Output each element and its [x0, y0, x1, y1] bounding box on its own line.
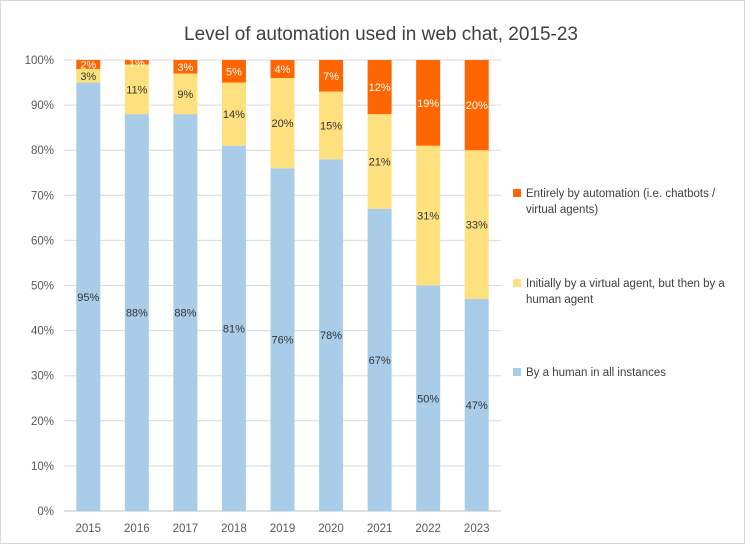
bar-segment	[464, 299, 489, 511]
y-tick-label: 90%	[31, 100, 54, 112]
bar-segment	[221, 60, 246, 83]
y-tick-label: 80%	[31, 145, 54, 157]
bar-segment	[124, 114, 149, 512]
bar-segment	[173, 114, 198, 512]
data-label: 15%	[320, 120, 342, 132]
legend-label: virtual agents)	[526, 204, 598, 216]
data-label: 11%	[126, 84, 147, 96]
data-label: 50%	[417, 393, 439, 405]
legend-label: By a human in all instances	[526, 367, 666, 379]
data-label: 3%	[177, 62, 193, 74]
legend-label: Initially by a virtual agent, but then b…	[526, 278, 725, 290]
data-label: 88%	[174, 308, 196, 320]
bar-segment	[270, 60, 295, 79]
x-tick-label: 2016	[124, 523, 150, 535]
bar-segment	[173, 73, 198, 115]
y-tick-label: 100%	[25, 55, 54, 67]
y-tick-label: 50%	[31, 281, 54, 293]
y-tick-label: 0%	[37, 506, 54, 518]
data-label: 5%	[226, 66, 242, 78]
data-label: 7%	[323, 71, 339, 83]
bar-segment	[367, 60, 392, 115]
bar-segment	[416, 60, 441, 146]
bar-segment	[173, 60, 198, 74]
y-tick-label: 10%	[31, 461, 54, 473]
data-label: 67%	[369, 355, 391, 367]
data-label: 4%	[275, 64, 291, 76]
data-label: 3%	[80, 71, 96, 83]
x-tick-label: 2017	[173, 523, 199, 535]
data-label: 33%	[466, 220, 488, 232]
bar-segment	[124, 60, 149, 65]
bar-segment	[221, 82, 246, 146]
data-label: 47%	[466, 400, 488, 412]
x-tick-label: 2019	[270, 523, 296, 535]
x-tick-label: 2023	[464, 523, 490, 535]
bar-segment	[221, 145, 246, 511]
x-tick-label: 2022	[415, 523, 441, 535]
bar-segment	[124, 64, 149, 115]
legend-swatch	[513, 368, 521, 376]
x-tick-label: 2021	[367, 523, 393, 535]
data-label: 14%	[223, 109, 245, 121]
data-label: 9%	[177, 89, 193, 101]
data-label: 1%	[129, 57, 145, 69]
data-label: 19%	[417, 98, 439, 110]
bar-segment	[319, 91, 344, 160]
y-tick-label: 60%	[31, 235, 54, 247]
chart-title: Level of automation used in web chat, 20…	[184, 24, 578, 45]
data-label: 78%	[320, 330, 342, 342]
data-label: 95%	[77, 292, 99, 304]
y-tick-label: 30%	[31, 371, 54, 383]
bar-segment	[416, 285, 441, 511]
legend-swatch	[513, 189, 521, 197]
data-label: 20%	[466, 100, 488, 112]
chart-frame: Level of automation used in web chat, 20…	[0, 0, 745, 544]
data-label: 20%	[271, 118, 293, 130]
stacked-bar-chart: Level of automation used in web chat, 20…	[25, 24, 726, 535]
bar-segment	[76, 69, 101, 83]
bar-segment	[319, 159, 344, 511]
legend-swatch	[513, 279, 521, 287]
bar-segment	[416, 145, 441, 286]
data-labels: 95%3%2%88%11%1%88%9%3%81%14%5%76%20%4%78…	[77, 57, 488, 412]
bar-segment	[464, 60, 489, 151]
data-label: 12%	[369, 82, 391, 94]
bars	[76, 60, 489, 512]
x-tick-label: 2015	[75, 523, 101, 535]
bar-segment	[464, 150, 489, 300]
bar-segment	[270, 78, 295, 169]
data-label: 88%	[126, 308, 148, 320]
data-label: 76%	[271, 335, 293, 347]
bar-segment	[367, 114, 392, 209]
bar-segment	[367, 208, 392, 511]
y-tick-label: 70%	[31, 190, 54, 202]
data-label: 81%	[223, 323, 245, 335]
data-label: 2%	[80, 60, 96, 72]
data-label: 21%	[369, 156, 391, 168]
bar-segment	[76, 82, 101, 512]
y-tick-label: 20%	[31, 416, 54, 428]
legend: Entirely by automation (i.e. chatbots / v…	[513, 188, 725, 379]
y-tick-label: 40%	[31, 326, 54, 338]
legend-label: human agent	[526, 294, 594, 306]
bar-segment	[270, 168, 295, 512]
x-tick-label: 2020	[318, 523, 344, 535]
x-tick-label: 2018	[221, 523, 247, 535]
bar-segment	[76, 60, 101, 70]
bar-segment	[319, 60, 344, 92]
data-label: 31%	[417, 211, 439, 223]
legend-label: Entirely by automation (i.e. chatbots /	[526, 188, 716, 200]
